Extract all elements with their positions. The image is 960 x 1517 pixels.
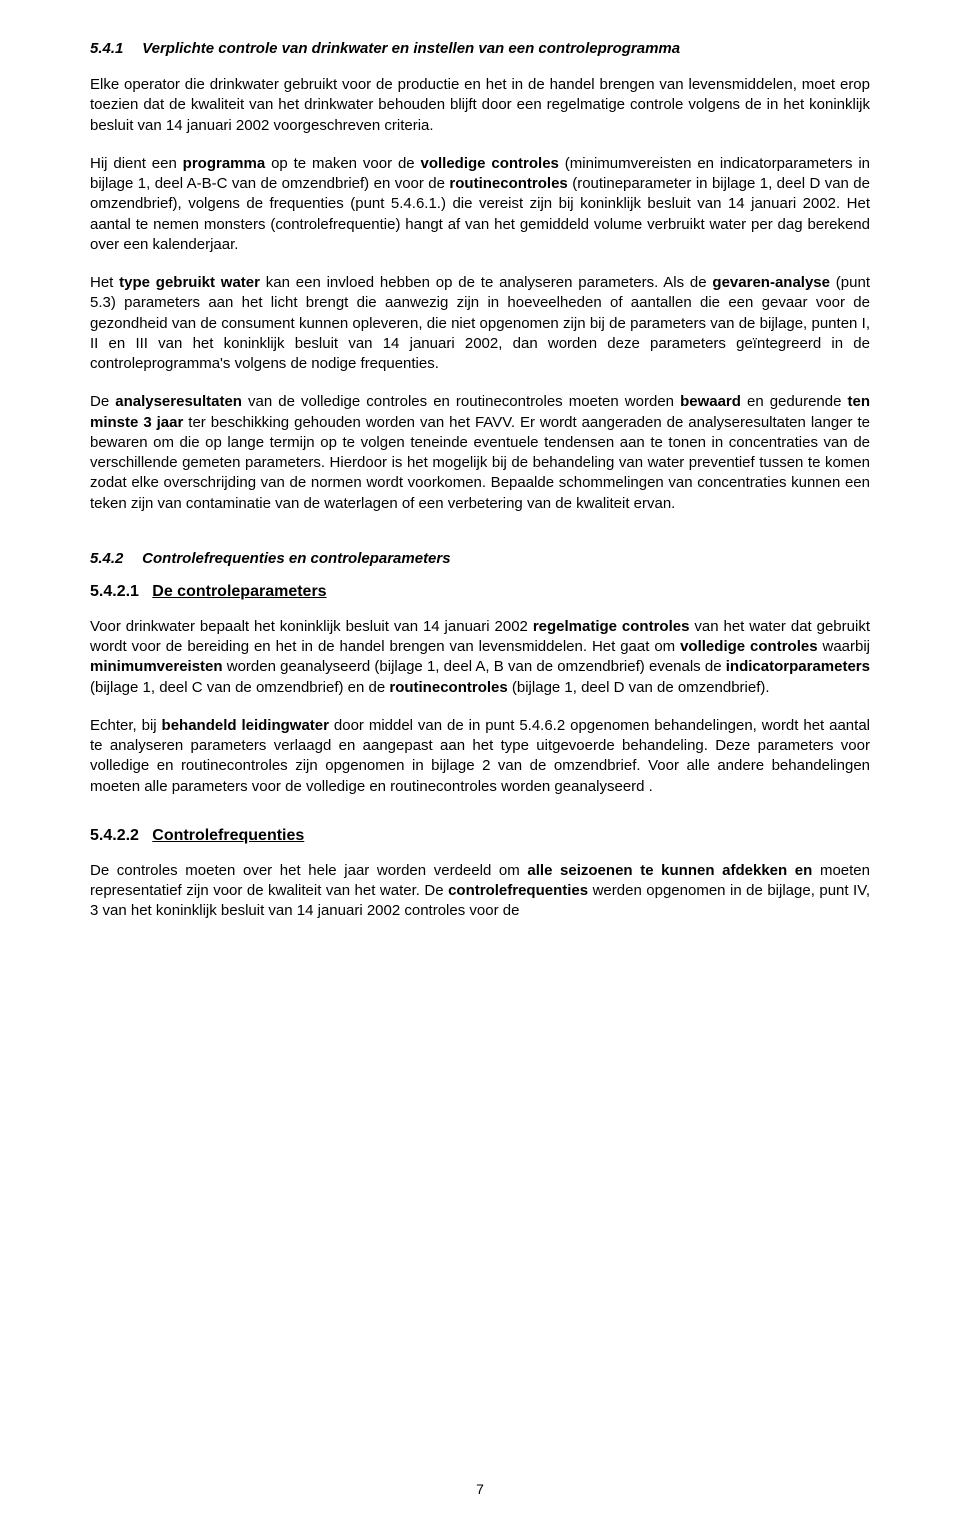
section-541-num: 5.4.1 (90, 40, 138, 57)
p3-b1: type gebruikt water (119, 274, 260, 291)
section-542-num: 5.4.2 (90, 550, 138, 567)
section-5422-heading: 5.4.2.2 Controlefrequenties (90, 827, 870, 845)
section-5422-num: 5.4.2.2 (90, 827, 139, 844)
p6-b1: behandeld leidingwater (162, 717, 329, 734)
p5-t6: (bijlage 1, deel D van de omzendbrief). (508, 679, 770, 696)
p5-b1: regelmatige controles (533, 618, 690, 635)
section-542-title: Controlefrequenties en controleparameter… (142, 550, 450, 567)
p3-b2: gevaren-analyse (712, 274, 830, 291)
p5-t5: (bijlage 1, deel C van de omzendbrief) e… (90, 679, 389, 696)
p2-b2: volledige controles (421, 155, 559, 172)
p4-t4: ter beschikking gehouden worden van het … (90, 414, 870, 512)
paragraph-3: Het type gebruikt water kan een invloed … (90, 273, 870, 374)
p7-t1: De controles moeten over het hele jaar w… (90, 862, 527, 879)
p4-b1: analyseresultaten (115, 393, 242, 410)
p3-t1: Het (90, 274, 119, 291)
p5-t1: Voor drinkwater bepaalt het koninklijk b… (90, 618, 533, 635)
p2-t1: Hij dient een (90, 155, 183, 172)
paragraph-2: Hij dient een programma op te maken voor… (90, 154, 870, 255)
section-5421-heading: 5.4.2.1 De controleparameters (90, 583, 870, 601)
paragraph-1-text: Elke operator die drinkwater gebruikt vo… (90, 76, 870, 134)
p7-b2: controlefrequenties (448, 882, 588, 899)
page-container: 5.4.1 Verplichte controle van drinkwater… (0, 0, 960, 1517)
section-541-title: Verplichte controle van drinkwater en in… (142, 40, 680, 57)
p5-t4: worden geanalyseerd (bijlage 1, deel A, … (223, 658, 726, 675)
p2-t2: op te maken voor de (265, 155, 420, 172)
p5-b2: volledige controles (680, 638, 817, 655)
section-5421-title: De controleparameters (152, 583, 326, 600)
paragraph-5: Voor drinkwater bepaalt het koninklijk b… (90, 617, 870, 698)
p4-b2: bewaard (680, 393, 741, 410)
section-541-heading: 5.4.1 Verplichte controle van drinkwater… (90, 40, 870, 57)
section-5422-title: Controlefrequenties (152, 827, 304, 844)
p2-b1: programma (183, 155, 266, 172)
paragraph-6: Echter, bij behandeld leidingwater door … (90, 716, 870, 797)
p2-b3: routinecontroles (449, 175, 567, 192)
paragraph-1: Elke operator die drinkwater gebruikt vo… (90, 75, 870, 136)
p4-t2: van de volledige controles en routinecon… (242, 393, 680, 410)
p5-t3: waarbij (818, 638, 870, 655)
p4-t3: en gedurende (741, 393, 848, 410)
p3-t2: kan een invloed hebben op de te analyser… (260, 274, 712, 291)
paragraph-4: De analyseresultaten van de volledige co… (90, 392, 870, 514)
paragraph-7: De controles moeten over het hele jaar w… (90, 861, 870, 922)
p5-b3: minimumvereisten (90, 658, 223, 675)
p7-b1: alle seizoenen te kunnen afdekken en (527, 862, 812, 879)
p4-t1: De (90, 393, 115, 410)
p5-b5: routinecontroles (389, 679, 507, 696)
section-542-heading: 5.4.2 Controlefrequenties en controlepar… (90, 550, 870, 567)
p6-t1: Echter, bij (90, 717, 162, 734)
section-5421-num: 5.4.2.1 (90, 583, 139, 600)
p5-b4: indicatorparameters (726, 658, 870, 675)
page-number: 7 (0, 1481, 960, 1497)
